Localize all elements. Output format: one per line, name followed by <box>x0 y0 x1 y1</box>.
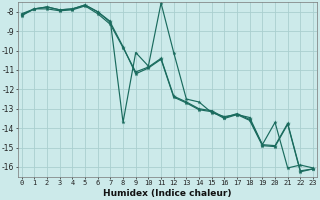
X-axis label: Humidex (Indice chaleur): Humidex (Indice chaleur) <box>103 189 232 198</box>
